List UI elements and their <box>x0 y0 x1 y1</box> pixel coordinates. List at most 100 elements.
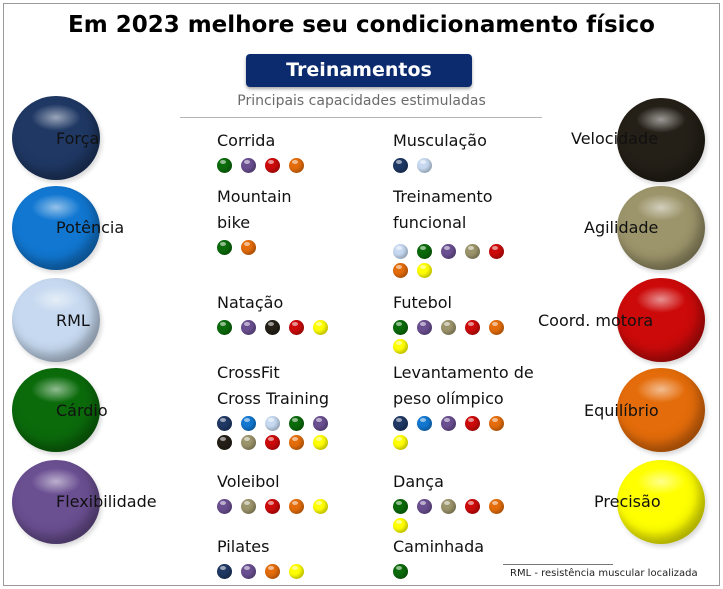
cardio-dot <box>289 416 304 431</box>
capacity-dots <box>217 158 377 173</box>
activity-name: Mountain bike <box>217 187 292 232</box>
activity-pilates: Pilates <box>217 534 377 579</box>
capacity-dots <box>393 499 518 533</box>
equilibrio-dot <box>489 416 504 431</box>
activity-name: Levantamento de peso olímpico <box>393 363 534 408</box>
activity-futebol: Futebol <box>393 290 518 354</box>
equilibrio-dot <box>489 320 504 335</box>
precisao-dot <box>313 320 328 335</box>
activity-name: Voleibol <box>217 472 280 491</box>
capacity-dots <box>217 320 377 335</box>
header-divider <box>180 117 542 118</box>
flexibilidade-dot <box>241 564 256 579</box>
precisao-ball <box>617 460 705 544</box>
equilibrio-dot <box>289 435 304 450</box>
flexibilidade-dot <box>441 244 456 259</box>
activity-name: Futebol <box>393 293 452 312</box>
capacity-dots <box>217 240 377 255</box>
activity-name: Musculação <box>393 131 487 150</box>
activity-treinamento-funcional: Treinamento funcional <box>393 184 518 278</box>
rml-dot <box>393 244 408 259</box>
flexibilidade-label: Flexibilidade <box>56 492 157 511</box>
precisao-dot <box>393 339 408 354</box>
capacity-dots <box>217 564 377 579</box>
capacity-dots <box>217 416 342 450</box>
precisao-label: Precisão <box>594 492 661 511</box>
footnote: RML - resistência muscular localizada <box>510 568 698 579</box>
flexibilidade-dot <box>313 416 328 431</box>
equilibrio-dot <box>289 158 304 173</box>
equilibrio-dot <box>289 499 304 514</box>
rml-dot <box>417 158 432 173</box>
coord-dot <box>489 244 504 259</box>
coord-motora-ball <box>617 278 705 362</box>
page-title: Em 2023 melhore seu condicionamento físi… <box>68 12 655 38</box>
rml-label: RML <box>56 311 90 330</box>
capacity-dots <box>217 499 377 514</box>
capacity-dots <box>393 158 553 173</box>
cardio-ball <box>12 368 100 452</box>
coord-dot <box>289 320 304 335</box>
precisao-dot <box>393 518 408 533</box>
rml-dot <box>265 416 280 431</box>
agilidade-ball <box>617 186 705 270</box>
equilibrio-ball <box>617 368 705 452</box>
forca-ball <box>12 96 100 180</box>
activity-mountain-bike: Mountain bike <box>217 184 377 255</box>
forca-label: Força <box>56 129 100 148</box>
cardio-dot <box>393 499 408 514</box>
velocidade-label: Velocidade <box>571 129 658 148</box>
cardio-dot <box>393 564 408 579</box>
activity-caminhada: Caminhada <box>393 534 518 579</box>
activity-voleibol: Voleibol <box>217 469 377 514</box>
capacity-dots <box>393 416 518 450</box>
precisao-dot <box>313 435 328 450</box>
velocidade-dot <box>265 320 280 335</box>
activity-name: Pilates <box>217 537 270 556</box>
equilibrio-dot <box>265 564 280 579</box>
capacity-dots <box>393 320 518 354</box>
cardio-dot <box>217 240 232 255</box>
flexibilidade-dot <box>241 158 256 173</box>
agilidade-dot <box>441 499 456 514</box>
potencia-ball <box>12 186 100 270</box>
coord-dot <box>465 320 480 335</box>
forca-dot <box>393 158 408 173</box>
coord-dot <box>265 499 280 514</box>
flexibilidade-dot <box>217 499 232 514</box>
coord-dot <box>465 499 480 514</box>
precisao-dot <box>417 263 432 278</box>
activity-name: Dança <box>393 472 444 491</box>
cardio-dot <box>217 158 232 173</box>
agilidade-dot <box>465 244 480 259</box>
cardio-dot <box>393 320 408 335</box>
flexibilidade-dot <box>241 320 256 335</box>
equilibrio-dot <box>241 240 256 255</box>
activity-name: Corrida <box>217 131 276 150</box>
activity-danca: Dança <box>393 469 518 533</box>
activity-natacao: Natação <box>217 290 377 335</box>
equilibrio-dot <box>489 499 504 514</box>
rml-ball <box>12 278 100 362</box>
capacity-dots <box>393 564 518 579</box>
flexibilidade-dot <box>417 499 432 514</box>
flexibilidade-dot <box>417 320 432 335</box>
activity-corrida: Corrida <box>217 128 377 173</box>
activity-levantamento-peso: Levantamento de peso olímpico <box>393 360 553 450</box>
cardio-dot <box>217 320 232 335</box>
precisao-dot <box>313 499 328 514</box>
agilidade-dot <box>241 499 256 514</box>
velocidade-ball <box>617 98 705 182</box>
footnote-divider <box>503 564 613 565</box>
agilidade-label: Agilidade <box>584 218 659 237</box>
potencia-dot <box>417 416 432 431</box>
potencia-dot <box>241 416 256 431</box>
capacity-dots <box>393 244 518 278</box>
section-badge: Treinamentos <box>246 54 472 87</box>
coord-motora-label: Coord. motora <box>538 311 654 330</box>
equilibrio-dot <box>393 263 408 278</box>
activity-crossfit: CrossFit Cross Training <box>217 360 342 450</box>
section-subtitle: Principais capacidades estimuladas <box>237 93 486 109</box>
precisao-dot <box>393 435 408 450</box>
agilidade-dot <box>241 435 256 450</box>
